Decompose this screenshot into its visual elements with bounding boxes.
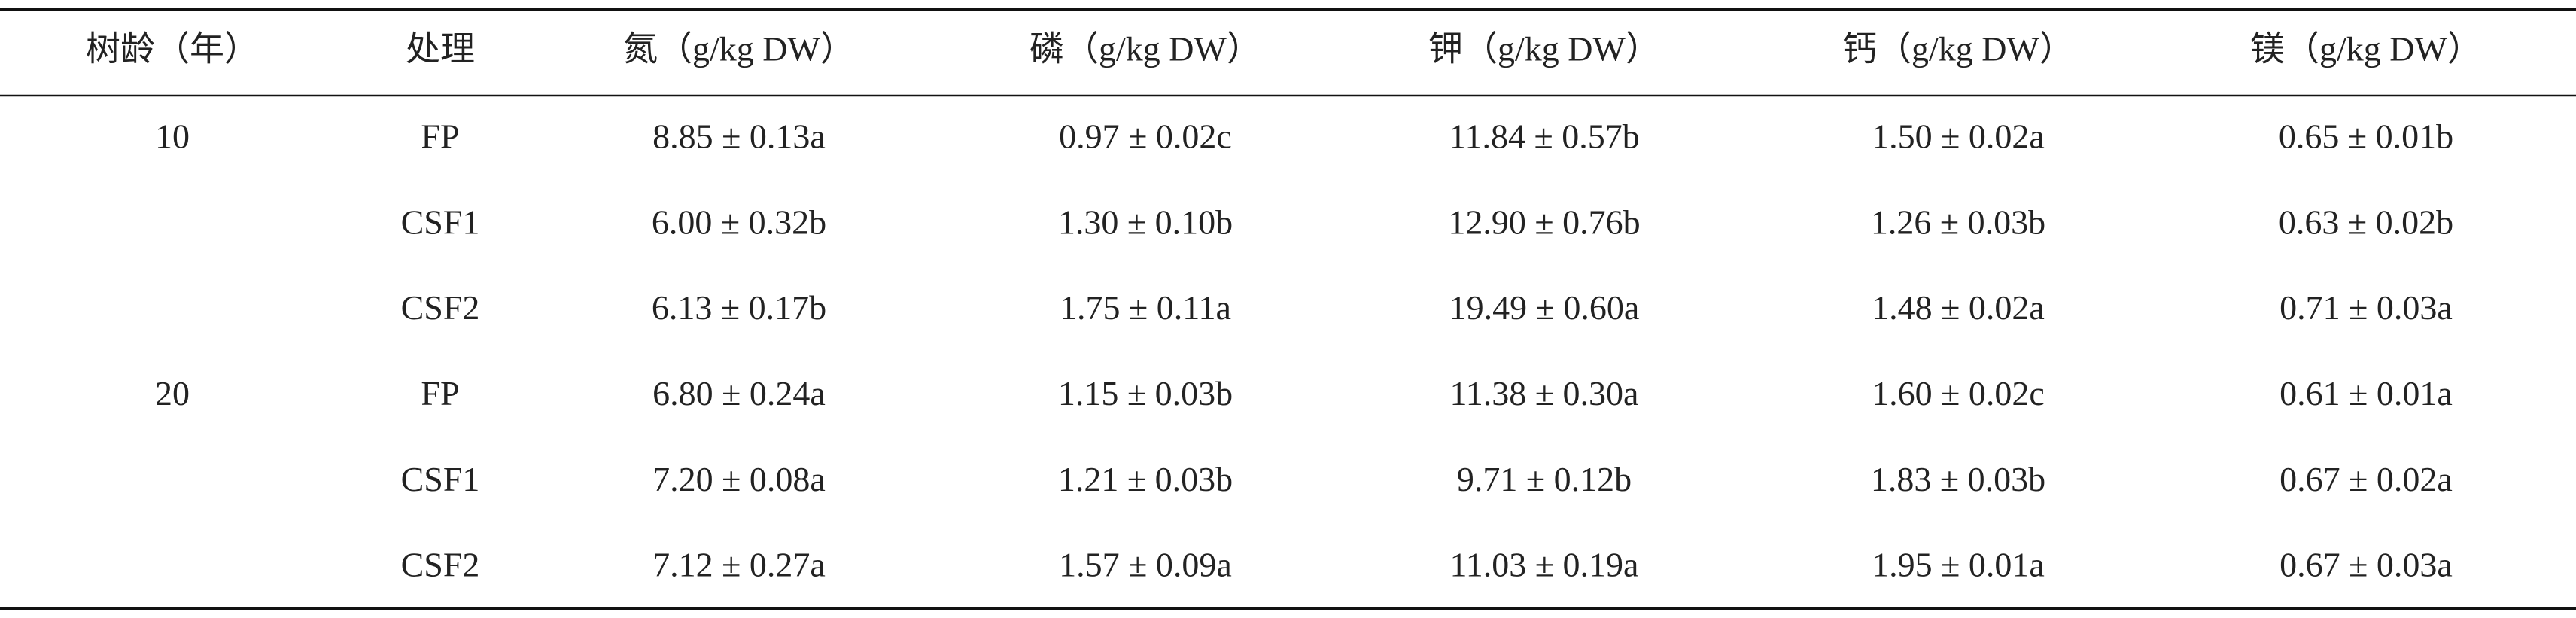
value-cell: 1.50 ± 0.02a	[1872, 117, 2045, 156]
value-cell: 6.13 ± 0.17b	[652, 288, 826, 327]
value-cell: 19.49 ± 0.60a	[1449, 288, 1640, 327]
value-cell: 9.71 ± 0.12b	[1457, 460, 1632, 498]
value-cell: 0.67 ± 0.02a	[2279, 460, 2453, 498]
value-cell: 0.65 ± 0.01b	[2279, 117, 2453, 156]
value-cell: 7.12 ± 0.27a	[652, 546, 826, 584]
header-cell: 处理	[406, 30, 475, 68]
value-cell: 1.30 ± 0.10b	[1058, 202, 1233, 241]
value-cell: 6.00 ± 0.32b	[652, 202, 826, 241]
value-cell: 0.61 ± 0.01a	[2279, 374, 2453, 413]
header-cell: 钾（g/kg DW）	[1428, 30, 1660, 68]
value-cell: 11.84 ± 0.57b	[1449, 117, 1640, 156]
value-cell: 1.21 ± 0.03b	[1058, 460, 1233, 498]
treatment-cell: CSF2	[401, 546, 480, 584]
value-cell: 8.85 ± 0.13a	[652, 117, 826, 156]
treatment-cell: FP	[421, 374, 459, 413]
treatment-cell: CSF2	[401, 288, 480, 327]
value-cell: 0.63 ± 0.02b	[2279, 202, 2453, 241]
header-cell: 镁（g/kg DW）	[2250, 30, 2482, 68]
value-cell: 1.83 ± 0.03b	[1871, 460, 2045, 498]
value-cell: 0.67 ± 0.03a	[2279, 546, 2453, 584]
value-cell: 1.26 ± 0.03b	[1871, 202, 2045, 241]
value-cell: 12.90 ± 0.76b	[1448, 202, 1640, 241]
header-cell: 钙（g/kg DW）	[1842, 30, 2074, 68]
value-cell: 0.97 ± 0.02c	[1059, 117, 1232, 156]
age-cell: 10	[155, 117, 190, 156]
value-cell: 1.95 ± 0.01a	[1872, 546, 2045, 584]
value-cell: 1.57 ± 0.09a	[1059, 546, 1232, 584]
value-cell: 1.15 ± 0.03b	[1058, 374, 1233, 413]
treatment-cell: CSF1	[401, 460, 480, 498]
value-cell: 0.71 ± 0.03a	[2279, 288, 2453, 327]
value-cell: 11.38 ± 0.30a	[1450, 374, 1639, 413]
age-cell: 20	[155, 374, 190, 413]
value-cell: 7.20 ± 0.08a	[652, 460, 826, 498]
value-cell: 1.48 ± 0.02a	[1872, 288, 2045, 327]
value-cell: 1.75 ± 0.11a	[1060, 288, 1231, 327]
value-cell: 1.60 ± 0.02c	[1872, 374, 2045, 413]
header-cell: 磷（g/kg DW）	[1029, 30, 1261, 68]
header-cell: 树龄（年）	[86, 30, 259, 68]
treatment-cell: CSF1	[401, 202, 480, 241]
treatment-cell: FP	[421, 117, 459, 156]
header-cell: 氮（g/kg DW）	[623, 30, 855, 68]
value-cell: 11.03 ± 0.19a	[1450, 546, 1639, 584]
value-cell: 6.80 ± 0.24a	[652, 374, 826, 413]
